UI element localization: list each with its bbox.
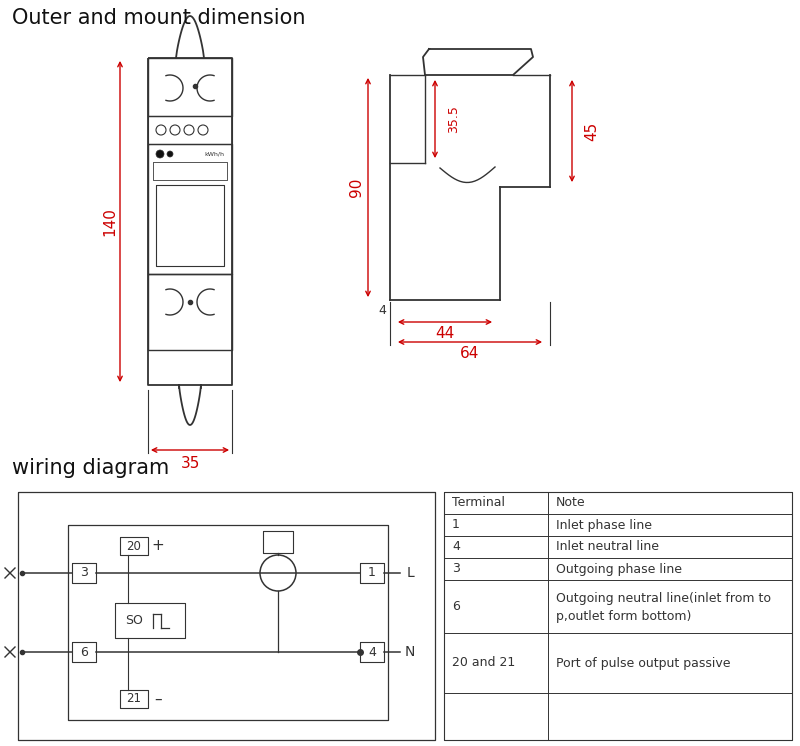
Circle shape	[156, 150, 164, 158]
Text: Inlet phase line: Inlet phase line	[556, 518, 652, 531]
Text: Outgoing phase line: Outgoing phase line	[556, 562, 682, 575]
Text: 3: 3	[452, 562, 460, 575]
Text: 35.5: 35.5	[447, 105, 460, 133]
Text: 140: 140	[102, 207, 118, 236]
Text: N: N	[405, 645, 415, 659]
Text: –: –	[154, 692, 162, 706]
Circle shape	[167, 151, 173, 157]
Text: 1: 1	[452, 518, 460, 531]
Text: 6: 6	[452, 600, 460, 613]
Text: Note: Note	[556, 497, 586, 510]
Text: SO: SO	[125, 614, 143, 627]
Text: 1: 1	[368, 566, 376, 580]
Text: Outer and mount dimension: Outer and mount dimension	[12, 8, 306, 28]
Text: +: +	[152, 539, 164, 554]
Text: 90: 90	[349, 178, 363, 197]
Text: 20 and 21: 20 and 21	[452, 656, 515, 669]
Text: 6: 6	[80, 645, 88, 659]
Text: 21: 21	[126, 692, 142, 706]
Text: 4: 4	[378, 304, 386, 316]
Text: 35: 35	[180, 456, 200, 471]
Text: Outgoing neutral line(inlet from to: Outgoing neutral line(inlet from to	[556, 592, 771, 605]
Text: 45: 45	[584, 122, 599, 141]
Text: L: L	[406, 566, 414, 580]
Text: 3: 3	[80, 566, 88, 580]
Text: Inlet neutral line: Inlet neutral line	[556, 541, 659, 554]
Text: 20: 20	[126, 539, 142, 553]
Text: Terminal: Terminal	[452, 497, 505, 510]
Text: wiring diagram: wiring diagram	[12, 458, 170, 478]
Text: kWh/h: kWh/h	[204, 152, 224, 157]
Text: Port of pulse output passive: Port of pulse output passive	[556, 656, 730, 669]
Text: 64: 64	[460, 346, 480, 362]
Text: 44: 44	[435, 327, 454, 342]
Text: p,outlet form bottom): p,outlet form bottom)	[556, 610, 691, 623]
Text: 4: 4	[452, 541, 460, 554]
Text: 4: 4	[368, 645, 376, 659]
